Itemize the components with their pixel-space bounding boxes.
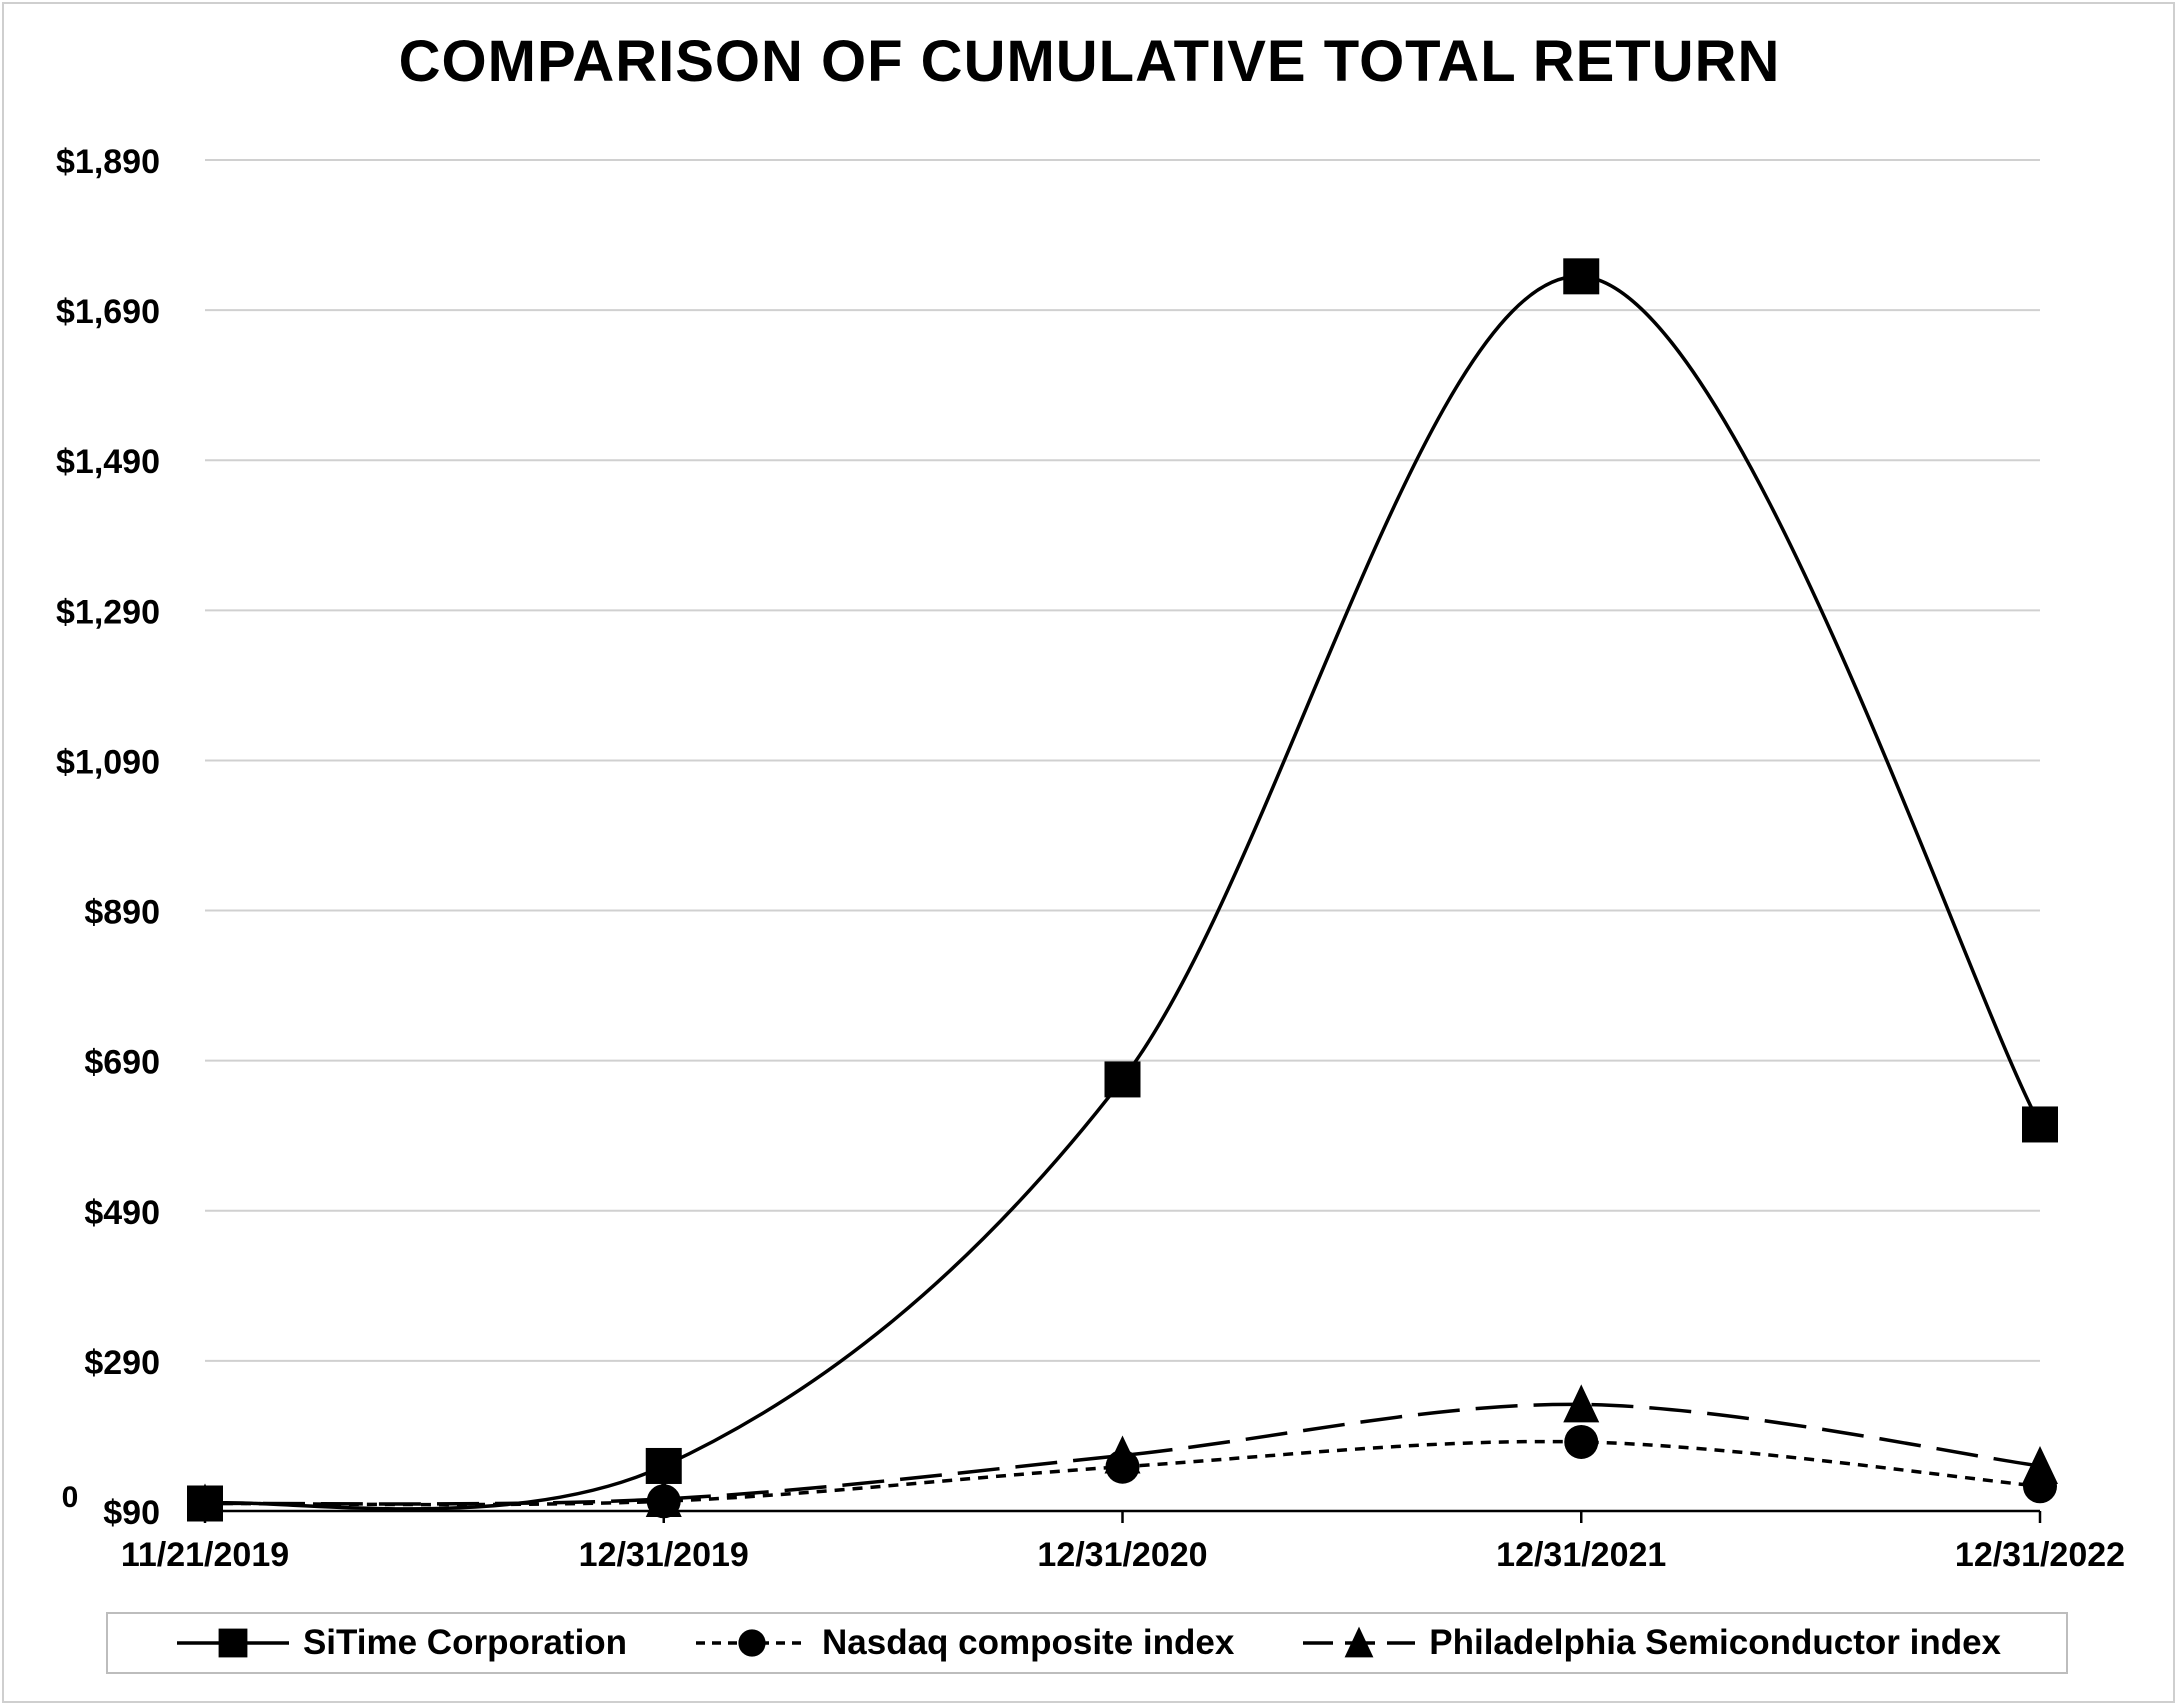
y-tick-label: $490 [84, 1194, 160, 1232]
series-line [204, 274, 2042, 1511]
legend-swatch [695, 1629, 808, 1657]
legend-label: Philadelphia Semiconductor index [1429, 1623, 2002, 1662]
tick-labels: $90 $290 $490 $690 $890 $1,090 $1,290 $1,490 $1,… [56, 143, 2125, 1574]
legend-swatch [1303, 1626, 1416, 1658]
circle-marker-legend [738, 1629, 766, 1657]
triangle-marker-legend [1344, 1626, 1374, 1658]
circle-marker [1564, 1424, 1599, 1459]
legend-item: Philadelphia Semiconductor index [1299, 1623, 2001, 1663]
circle-marker [2023, 1469, 2057, 1504]
legend-swatch [176, 1628, 289, 1658]
square-marker [187, 1485, 223, 1522]
y-tick-label: $1,690 [56, 293, 160, 331]
y-tick-label: $690 [84, 1044, 160, 1082]
legend-item: SiTime Corporation [173, 1623, 627, 1663]
triangle-marker [1563, 1384, 1600, 1423]
y-tick-label: $1,490 [56, 443, 160, 481]
legend-item: Nasdaq composite index [692, 1623, 1234, 1663]
square-marker-legend [218, 1628, 248, 1658]
square-marker [1563, 258, 1600, 295]
series-markers [187, 258, 2058, 1522]
chart-title: COMPARISON OF CUMULATIVE TOTAL RETURN [398, 29, 1781, 94]
y-tick-label: $90 [103, 1494, 160, 1532]
gridlines [205, 159, 2040, 1362]
circle-marker [1105, 1449, 1140, 1484]
x-tick-label: 11/21/2019 [121, 1536, 289, 1574]
square-marker [1104, 1061, 1141, 1098]
legend-label: Nasdaq composite index [821, 1623, 1235, 1662]
y-extra-tick-label: 0 [62, 1481, 79, 1514]
y-tick-label: $1,290 [56, 593, 160, 631]
x-tick-label: 12/31/2019 [579, 1536, 749, 1574]
chart-legend: SiTime Corporation Nasdaq composite index… [106, 1612, 2068, 1674]
square-marker [645, 1447, 682, 1484]
x-tick-label: 12/31/2021 [1496, 1536, 1666, 1574]
y-tick-label: $290 [84, 1344, 160, 1382]
circle-marker [646, 1484, 681, 1519]
square-marker [2022, 1106, 2058, 1143]
y-tick-label: $890 [84, 894, 160, 932]
x-tick-label: 12/31/2022 [1955, 1536, 2125, 1574]
axes [203, 1509, 2042, 1523]
legend-label: SiTime Corporation [302, 1623, 628, 1662]
x-tick-label: 12/31/2020 [1037, 1536, 1207, 1574]
y-tick-label: $1,090 [56, 743, 160, 781]
y-tick-label: $1,890 [56, 143, 160, 181]
